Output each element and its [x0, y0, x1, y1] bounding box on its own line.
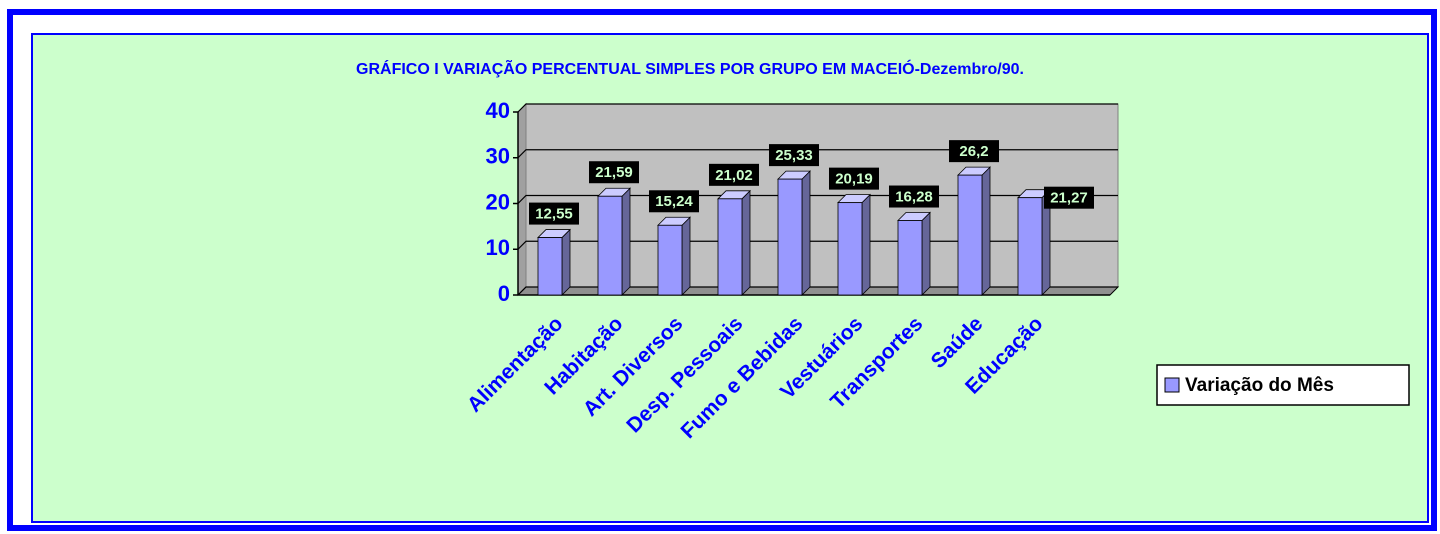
bar	[657, 224, 683, 296]
bar-side	[621, 187, 631, 296]
legend-label: Variação do Mês	[1185, 375, 1334, 396]
y-tick-label: 30	[486, 144, 510, 169]
bar-side	[801, 170, 811, 296]
data-label: 16,28	[895, 188, 933, 205]
bar-side	[561, 228, 571, 296]
chart-title: GRÁFICO I VARIAÇÃO PERCENTUAL SIMPLES PO…	[356, 58, 1024, 78]
data-label-bg	[589, 161, 639, 184]
bar	[897, 220, 923, 296]
data-label: 21,59	[595, 164, 633, 181]
y-tick-label: 40	[486, 98, 510, 123]
grid-line	[517, 103, 1118, 113]
bar-side	[921, 211, 931, 296]
grid-line	[517, 149, 1118, 159]
legend-swatch	[1164, 377, 1180, 393]
bar	[837, 202, 863, 296]
bar-side	[741, 189, 751, 296]
data-label-bg	[949, 140, 999, 163]
data-label-bg	[1044, 186, 1094, 209]
bar-side	[981, 166, 991, 296]
data-label: 20,19	[835, 171, 873, 188]
data-label-bg	[709, 163, 759, 186]
bar	[957, 174, 983, 296]
y-tick-label: 20	[486, 189, 510, 214]
data-label-bg	[649, 190, 699, 213]
data-label: 12,55	[535, 206, 573, 223]
data-label-bg	[829, 167, 879, 190]
data-label: 21,02	[715, 167, 753, 184]
bar	[717, 198, 743, 296]
data-label: 26,2	[959, 143, 988, 160]
data-label: 25,33	[775, 147, 813, 164]
y-tick-label: 0	[498, 281, 510, 306]
bar	[597, 195, 623, 296]
data-label-bg	[529, 202, 579, 225]
data-label-bg	[769, 144, 819, 167]
data-label-bg	[889, 185, 939, 208]
bar	[1017, 197, 1043, 296]
data-label: 15,24	[655, 193, 693, 210]
bar-side	[861, 193, 871, 296]
y-tick-label: 10	[486, 235, 510, 260]
bar-side	[681, 216, 691, 296]
data-label: 21,27	[1050, 190, 1088, 207]
bar	[777, 178, 803, 296]
bar	[537, 237, 563, 296]
legend	[1156, 364, 1410, 406]
